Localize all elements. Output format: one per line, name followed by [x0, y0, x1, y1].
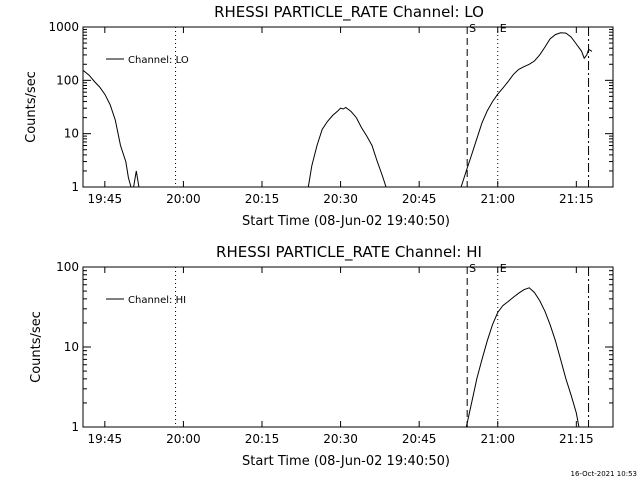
y-tick-label: 1: [71, 180, 79, 194]
x-tick-label: 20:45: [402, 432, 437, 446]
y-tick-label: 100: [56, 73, 79, 87]
legend-label: Channel: HI: [128, 295, 186, 306]
x-tick-label: 20:45: [402, 192, 437, 206]
x-tick-label: 20:30: [323, 432, 358, 446]
x-tick-label: 21:15: [559, 432, 594, 446]
marker-label: E: [500, 262, 507, 275]
x-tick-label: 20:00: [166, 192, 201, 206]
plot-frame: [82, 26, 614, 188]
marker-label: E: [500, 22, 507, 35]
x-tick-label: 21:15: [559, 192, 594, 206]
x-axis-label: Start Time (08-Jun-02 19:40:50): [242, 454, 450, 469]
axis-ticks: 19:45 20:00 20:15 20:30 20:45 21:00 21:15 1 10 10…: [56, 260, 613, 446]
legend-label: Channel: LO: [128, 55, 189, 66]
x-tick-label: 19:45: [88, 192, 123, 206]
x-tick-label: 20:15: [245, 192, 280, 206]
axis-ticks: 19:45 20:00 20:15 20:30 20:45 21:00 21:15 1 10 10…: [48, 20, 613, 206]
x-tick-label: 21:00: [480, 192, 515, 206]
plot-frame: [82, 266, 614, 428]
x-tick-label: 20:30: [323, 192, 358, 206]
y-tick-label: 100: [56, 260, 79, 274]
x-tick-label: 19:45: [88, 432, 123, 446]
marker-label: S: [469, 262, 476, 275]
hi-series-line: [465, 287, 580, 428]
lo-series-line: [82, 32, 593, 188]
y-axis-label: Counts/sec: [24, 71, 39, 143]
chart-title: RHESSI PARTICLE_RATE Channel: LO: [214, 3, 484, 22]
y-tick-label: 1: [71, 420, 79, 434]
chart-title: RHESSI PARTICLE_RATE Channel: HI: [216, 243, 482, 262]
x-axis-label: Start Time (08-Jun-02 19:40:50): [242, 214, 450, 229]
y-tick-label: 1000: [48, 20, 79, 34]
y-tick-label: 10: [64, 340, 79, 354]
x-tick-label: 20:15: [245, 432, 280, 446]
x-tick-label: 21:00: [480, 432, 515, 446]
timestamp-label: 16-Oct-2021 10:53: [571, 470, 637, 478]
y-axis-label: Counts/sec: [29, 311, 44, 383]
y-tick-label: 10: [64, 127, 79, 141]
marker-label: S: [469, 22, 476, 35]
x-tick-label: 20:00: [166, 432, 201, 446]
